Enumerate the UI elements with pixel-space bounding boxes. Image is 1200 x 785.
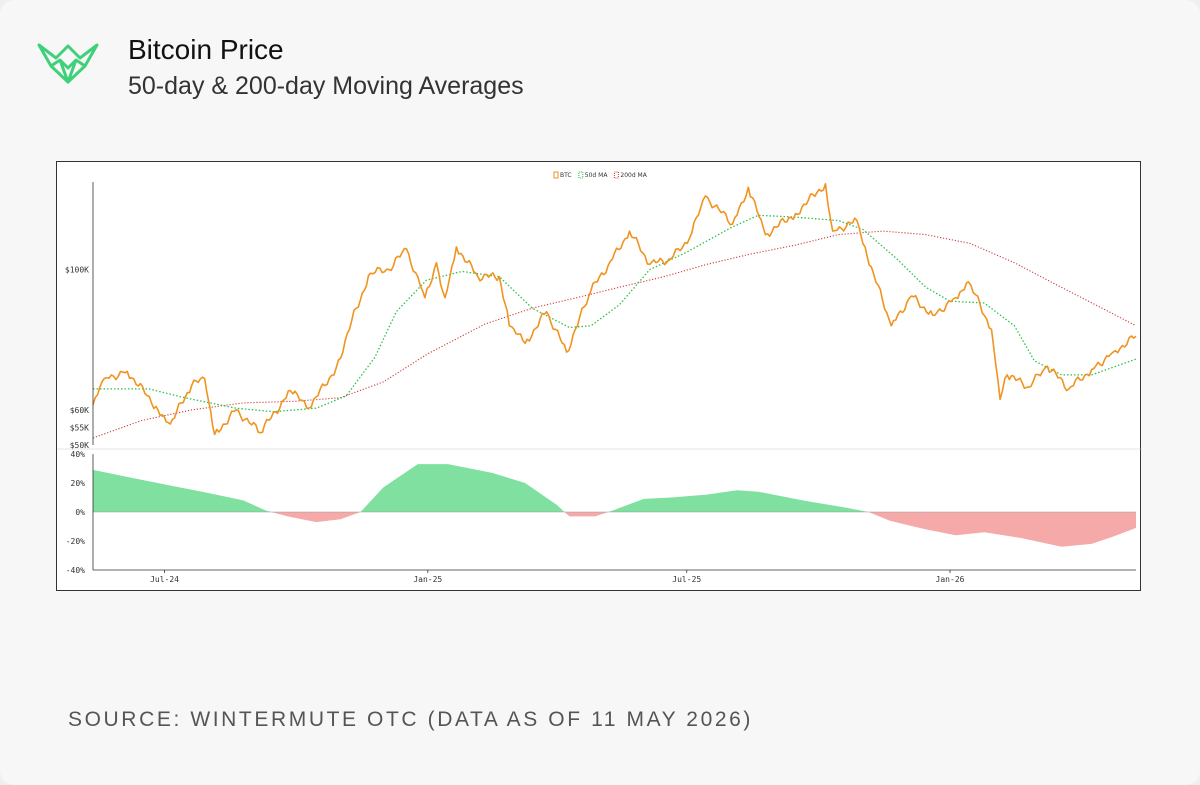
price-y-tick-label: $60K — [70, 406, 89, 415]
deviation-y-tick-label: -20% — [66, 537, 85, 546]
price-y-tick-label: $55K — [70, 423, 89, 432]
series-200d-ma-line — [92, 230, 1137, 439]
price-plot — [92, 183, 1137, 439]
legend-label: 200d MA — [620, 172, 647, 179]
chart-panel: BTC 50d MA 200d MA $50K $55K $60K $100K 40% 20%… — [56, 161, 1142, 591]
x-tick-label: Jul-24 — [150, 575, 179, 584]
legend-swatch — [553, 171, 559, 179]
page-title: Bitcoin Price — [128, 34, 284, 65]
x-tick-label: Jul-25 — [672, 575, 701, 584]
page-subtitle: 50-day & 200-day Moving Averages — [128, 72, 524, 100]
deviation-y-tick-label: -40% — [66, 566, 85, 575]
legend-label: BTC — [560, 172, 572, 179]
legend-swatch — [613, 171, 619, 179]
deviation-area-negative — [93, 512, 1136, 547]
chart-axes: $50K $55K $60K $100K 40% 20% 0% -20% -40% Jul-24 J… — [57, 182, 1142, 584]
legend-swatch — [578, 171, 584, 179]
chart-legend: BTC 50d MA 200d MA — [553, 171, 648, 179]
series-50d-ma-line — [93, 214, 1137, 413]
deviation-area-positive — [93, 464, 1136, 512]
deviation-y-tick-label: 40% — [71, 450, 86, 459]
legend-label: 50d MA — [585, 172, 609, 179]
x-tick-label: Jan-25 — [413, 575, 442, 584]
source-note: SOURCE: WINTERMUTE OTC (DATA AS OF 11 MA… — [68, 708, 754, 731]
chart-svg: BTC 50d MA 200d MA $50K $55K $60K $100K 40% 20%… — [57, 171, 1142, 584]
deviation-y-tick-label: 0% — [75, 508, 85, 517]
series-btc-line — [92, 183, 1137, 436]
deviation-plot — [93, 464, 1136, 547]
price-y-tick-label: $50K — [70, 441, 89, 450]
price-y-tick-label: $100K — [65, 266, 89, 275]
wintermute-logo-icon — [37, 43, 99, 84]
x-tick-label: Jan-26 — [936, 575, 965, 584]
deviation-y-tick-label: 20% — [71, 479, 86, 488]
